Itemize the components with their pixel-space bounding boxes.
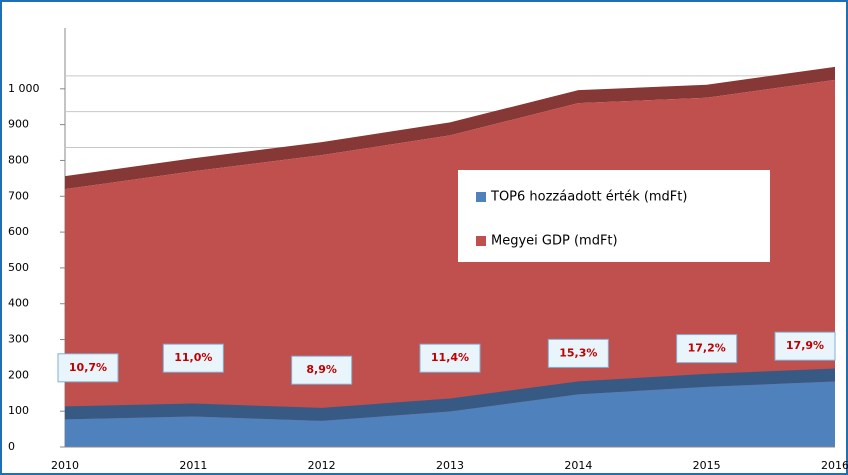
y-tick-label: 700	[8, 189, 29, 202]
x-tick-label: 2011	[179, 459, 207, 472]
annotation-box	[547, 338, 609, 368]
y-tick-label: 400	[8, 297, 29, 310]
annotation: 11,0%	[174, 351, 212, 364]
y-tick-label: 100	[8, 404, 29, 417]
x-tick-label: 2014	[564, 459, 592, 472]
annotation: 15,3%	[559, 346, 597, 359]
annotation-box	[419, 343, 481, 373]
x-tick-label: 2012	[308, 459, 336, 472]
y-tick-label: 900	[8, 118, 29, 131]
annotation-box	[291, 355, 353, 385]
annotation-box	[57, 353, 119, 383]
area-top	[65, 66, 835, 190]
y-tick-label: 200	[8, 368, 29, 381]
y-tick-label: 800	[8, 153, 29, 166]
x-tick-label: 2015	[693, 459, 721, 472]
y-tick-label: 0	[8, 440, 15, 453]
annotation-box	[162, 343, 224, 373]
x-tick-label: 2013	[436, 459, 464, 472]
x-tick-label: 2010	[51, 459, 79, 472]
annotation: 11,4%	[431, 351, 469, 364]
y-tick-label: 1 000	[8, 82, 40, 95]
annotation: 8,9%	[306, 363, 337, 376]
legend	[458, 170, 770, 262]
annotation: 17,9%	[786, 339, 824, 352]
x-tick-label: 2016	[821, 459, 848, 472]
legend-swatch	[476, 192, 486, 202]
annotation-box	[774, 331, 836, 361]
y-tick-label: 600	[8, 225, 29, 238]
y-tick-label: 500	[8, 261, 29, 274]
annotation-box	[676, 334, 738, 364]
legend-label: Megyei GDP (mdFt)	[491, 234, 618, 249]
annotation: 10,7%	[69, 361, 107, 374]
area	[65, 381, 835, 447]
legend-swatch	[476, 236, 486, 246]
annotation: 17,2%	[688, 342, 726, 355]
legend-label: TOP6 hozzáadott érték (mdFt)	[490, 190, 687, 205]
y-tick-label: 300	[8, 333, 29, 346]
area-top	[65, 368, 835, 421]
